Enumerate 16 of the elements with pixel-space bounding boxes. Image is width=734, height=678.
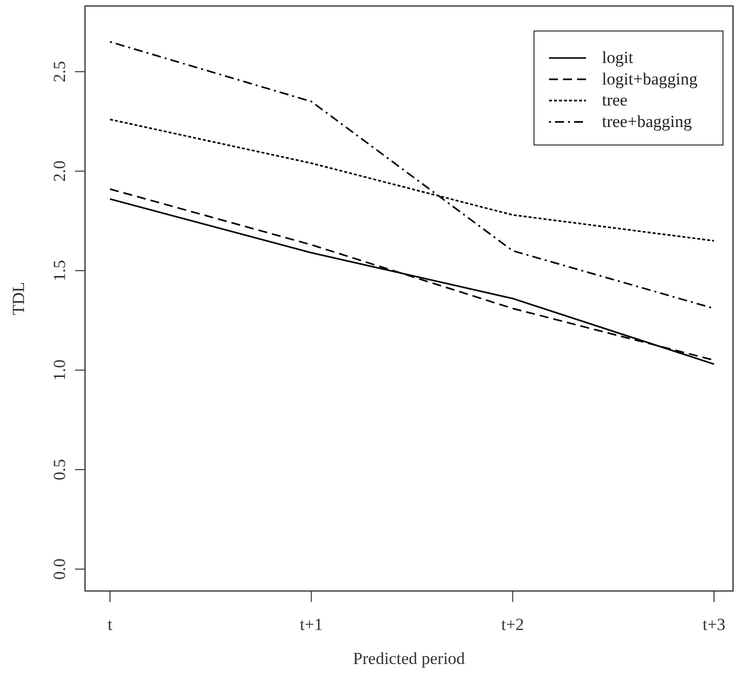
y-tick-label: 2.5: [50, 61, 69, 82]
legend-label: tree: [602, 90, 628, 110]
y-axis-title: TDL: [9, 282, 28, 316]
x-tick-label: t+3: [702, 615, 726, 634]
y-tick-label: 1.0: [50, 360, 69, 381]
y-tick-label: 0.0: [50, 558, 69, 580]
x-tick-label: t+1: [300, 615, 323, 634]
legend-label: logit: [602, 48, 634, 67]
y-tick-label: 1.5: [50, 260, 69, 282]
x-tick-label: t: [108, 615, 113, 634]
legend-label: logit+bagging: [602, 69, 698, 88]
x-tick-label: t+2: [501, 615, 524, 634]
y-tick-label: 2.0: [50, 160, 69, 182]
x-axis-title: Predicted period: [353, 649, 466, 668]
legend-label: tree+bagging: [602, 112, 692, 131]
y-tick-label: 0.5: [50, 458, 69, 480]
